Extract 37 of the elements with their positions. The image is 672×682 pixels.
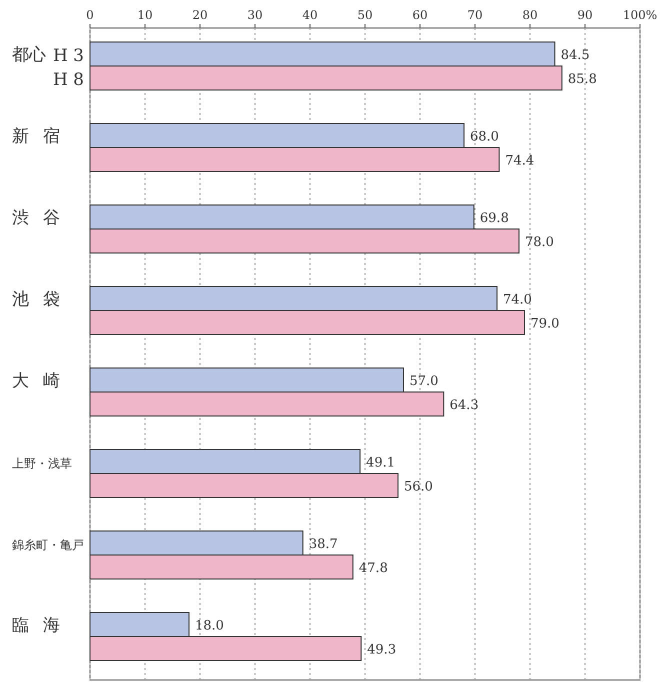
data-label: 84.5 [560,48,590,63]
x-tick-label: 80 [522,8,538,22]
series-label: H 8 [52,70,84,90]
data-label: 78.0 [525,235,554,250]
data-label: 85.8 [568,72,597,87]
y-tick-label: 都心 [12,45,46,65]
data-label: 47.8 [358,561,388,576]
x-tick-label: 60 [412,8,428,22]
data-label: 68.0 [470,130,499,144]
x-tick-label: 40 [302,8,318,22]
y-tick-label: 臨海 [12,616,74,636]
y-tick-label: 錦糸町・亀戸 [12,538,84,552]
y-tick-label: 大崎 [12,371,74,391]
data-label: 56.0 [404,480,433,494]
x-tick-label: 10 [137,8,153,22]
y-tick-label: 渋谷 [12,208,74,228]
data-label: 74.4 [505,154,534,168]
data-label: 69.8 [480,211,509,226]
data-label: 49.1 [366,456,396,470]
x-tick-label: 0 [86,8,94,22]
x-tick-label: 70 [467,8,483,22]
x-tick-label: 90 [577,8,593,22]
x-tick-label: 20 [192,8,208,22]
data-label: 49.3 [367,642,396,658]
x-tick-label: 50 [357,8,373,22]
data-label: 18.0 [195,618,224,634]
y-tick-label: 上野・浅草 [12,456,72,470]
data-label: 79.0 [530,316,560,332]
x-tick-label: 100% [622,8,658,22]
series-label: H 3 [52,46,84,66]
data-label: 38.7 [308,537,338,552]
data-label: 64.3 [450,398,479,413]
y-tick-label: 池袋 [12,290,74,310]
y-tick-label: 新宿 [12,126,74,146]
x-tick-label: 30 [247,8,263,22]
data-label: 57.0 [410,374,438,389]
data-label: 74.0 [503,292,532,308]
